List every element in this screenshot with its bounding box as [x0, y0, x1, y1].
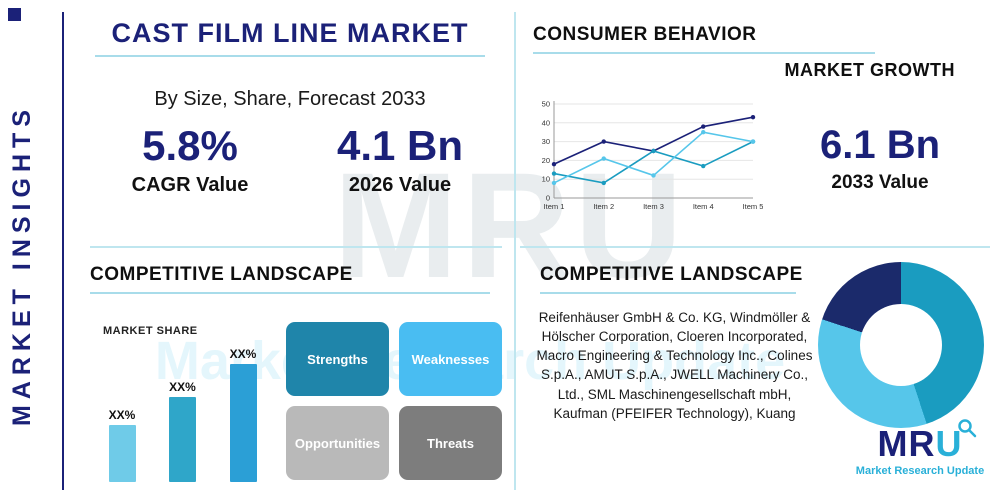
consumer-behavior-heading: CONSUMER BEHAVIOR: [533, 24, 757, 45]
svg-text:50: 50: [542, 100, 550, 109]
swot-cell-strengths: Strengths: [286, 322, 389, 396]
corner-square-accent: [8, 8, 21, 21]
brand-logo-text: MRU: [877, 419, 976, 464]
vertical-divider: [514, 12, 516, 490]
bar-value-label: XX%: [108, 408, 136, 422]
brand-logo: MRU Market Research Update: [845, 419, 995, 477]
magnifier-icon: [957, 419, 976, 438]
horizontal-divider-left: [90, 246, 502, 248]
bar: [108, 425, 136, 482]
logo-mr: MR: [877, 423, 936, 464]
svg-text:Item 4: Item 4: [693, 202, 714, 211]
company-list: Reifenhäuser GmbH & Co. KG, Windmöller &…: [536, 310, 813, 421]
svg-text:Item 3: Item 3: [643, 202, 664, 211]
bar-value-label: XX%: [229, 347, 257, 362]
brand-tagline: Market Research Update: [855, 464, 985, 477]
svg-text:Item 1: Item 1: [544, 202, 565, 211]
competitive-landscape-left-underline: [90, 292, 490, 294]
svg-text:10: 10: [542, 175, 550, 184]
stat-cagr-value: 5.8%: [142, 122, 238, 169]
svg-text:20: 20: [542, 156, 550, 165]
swot-cell-weaknesses: Weaknesses: [399, 322, 502, 396]
market-share-label: MARKET SHARE: [103, 325, 198, 337]
swot-cell-threats: Threats: [399, 406, 502, 480]
page-title: CAST FILM LINE MARKET: [111, 18, 469, 48]
title-underline: [95, 55, 485, 57]
bar: [169, 396, 196, 482]
svg-text:40: 40: [542, 118, 550, 127]
bar-item: XX%: [100, 408, 144, 482]
stat-cagr: 5.8% CAGR Value: [115, 122, 265, 197]
sidebar-vertical-title: MARKET INSIGHTS: [8, 104, 36, 426]
stat-2033: 6.1 Bn 2033 Value: [795, 122, 965, 194]
stat-2033-label: 2033 Value: [831, 172, 929, 193]
horizontal-divider-right: [520, 246, 990, 248]
competitive-landscape-left-heading: COMPETITIVE LANDSCAPE: [90, 264, 353, 285]
swot-grid: Strengths Weaknesses Opportunities Threats: [286, 322, 502, 480]
stat-2033-value: 6.1 Bn: [819, 123, 941, 167]
bar: [229, 364, 257, 482]
page-subtitle: By Size, Share, Forecast 2033: [154, 88, 426, 110]
donut-chart: [818, 262, 984, 428]
watermark-logo: MRU: [333, 141, 687, 309]
competitive-landscape-right-heading: COMPETITIVE LANDSCAPE: [540, 264, 803, 285]
consumer-line-chart: 0 10 20 30 40 50 Item 1 Item 2 Item 3 Item 4 Item …: [528, 98, 764, 218]
sidebar-divider-line: [62, 12, 64, 490]
svg-text:Item 5: Item 5: [743, 202, 763, 211]
svg-text:30: 30: [542, 137, 550, 146]
market-share-bar-chart: XX% XX% XX%: [100, 338, 265, 482]
competitive-landscape-right-underline: [540, 292, 796, 294]
market-growth-label: MARKET GROWTH: [784, 60, 955, 80]
stat-cagr-label: CAGR Value: [131, 174, 249, 197]
donut-hole: [860, 304, 942, 386]
stat-2026: 4.1 Bn 2026 Value: [320, 122, 480, 197]
svg-text:Item 2: Item 2: [593, 202, 614, 211]
consumer-behavior-underline: [533, 52, 875, 54]
bar-item: XX%: [161, 379, 205, 482]
logo-u: U: [935, 423, 963, 464]
stat-2026-label: 2026 Value: [348, 174, 452, 197]
bar-value-label: XX%: [169, 379, 196, 394]
svg-text:0: 0: [546, 194, 550, 203]
stat-2026-value: 4.1 Bn: [336, 122, 464, 169]
bar-item: XX%: [221, 347, 265, 482]
swot-cell-opportunities: Opportunities: [286, 406, 389, 480]
